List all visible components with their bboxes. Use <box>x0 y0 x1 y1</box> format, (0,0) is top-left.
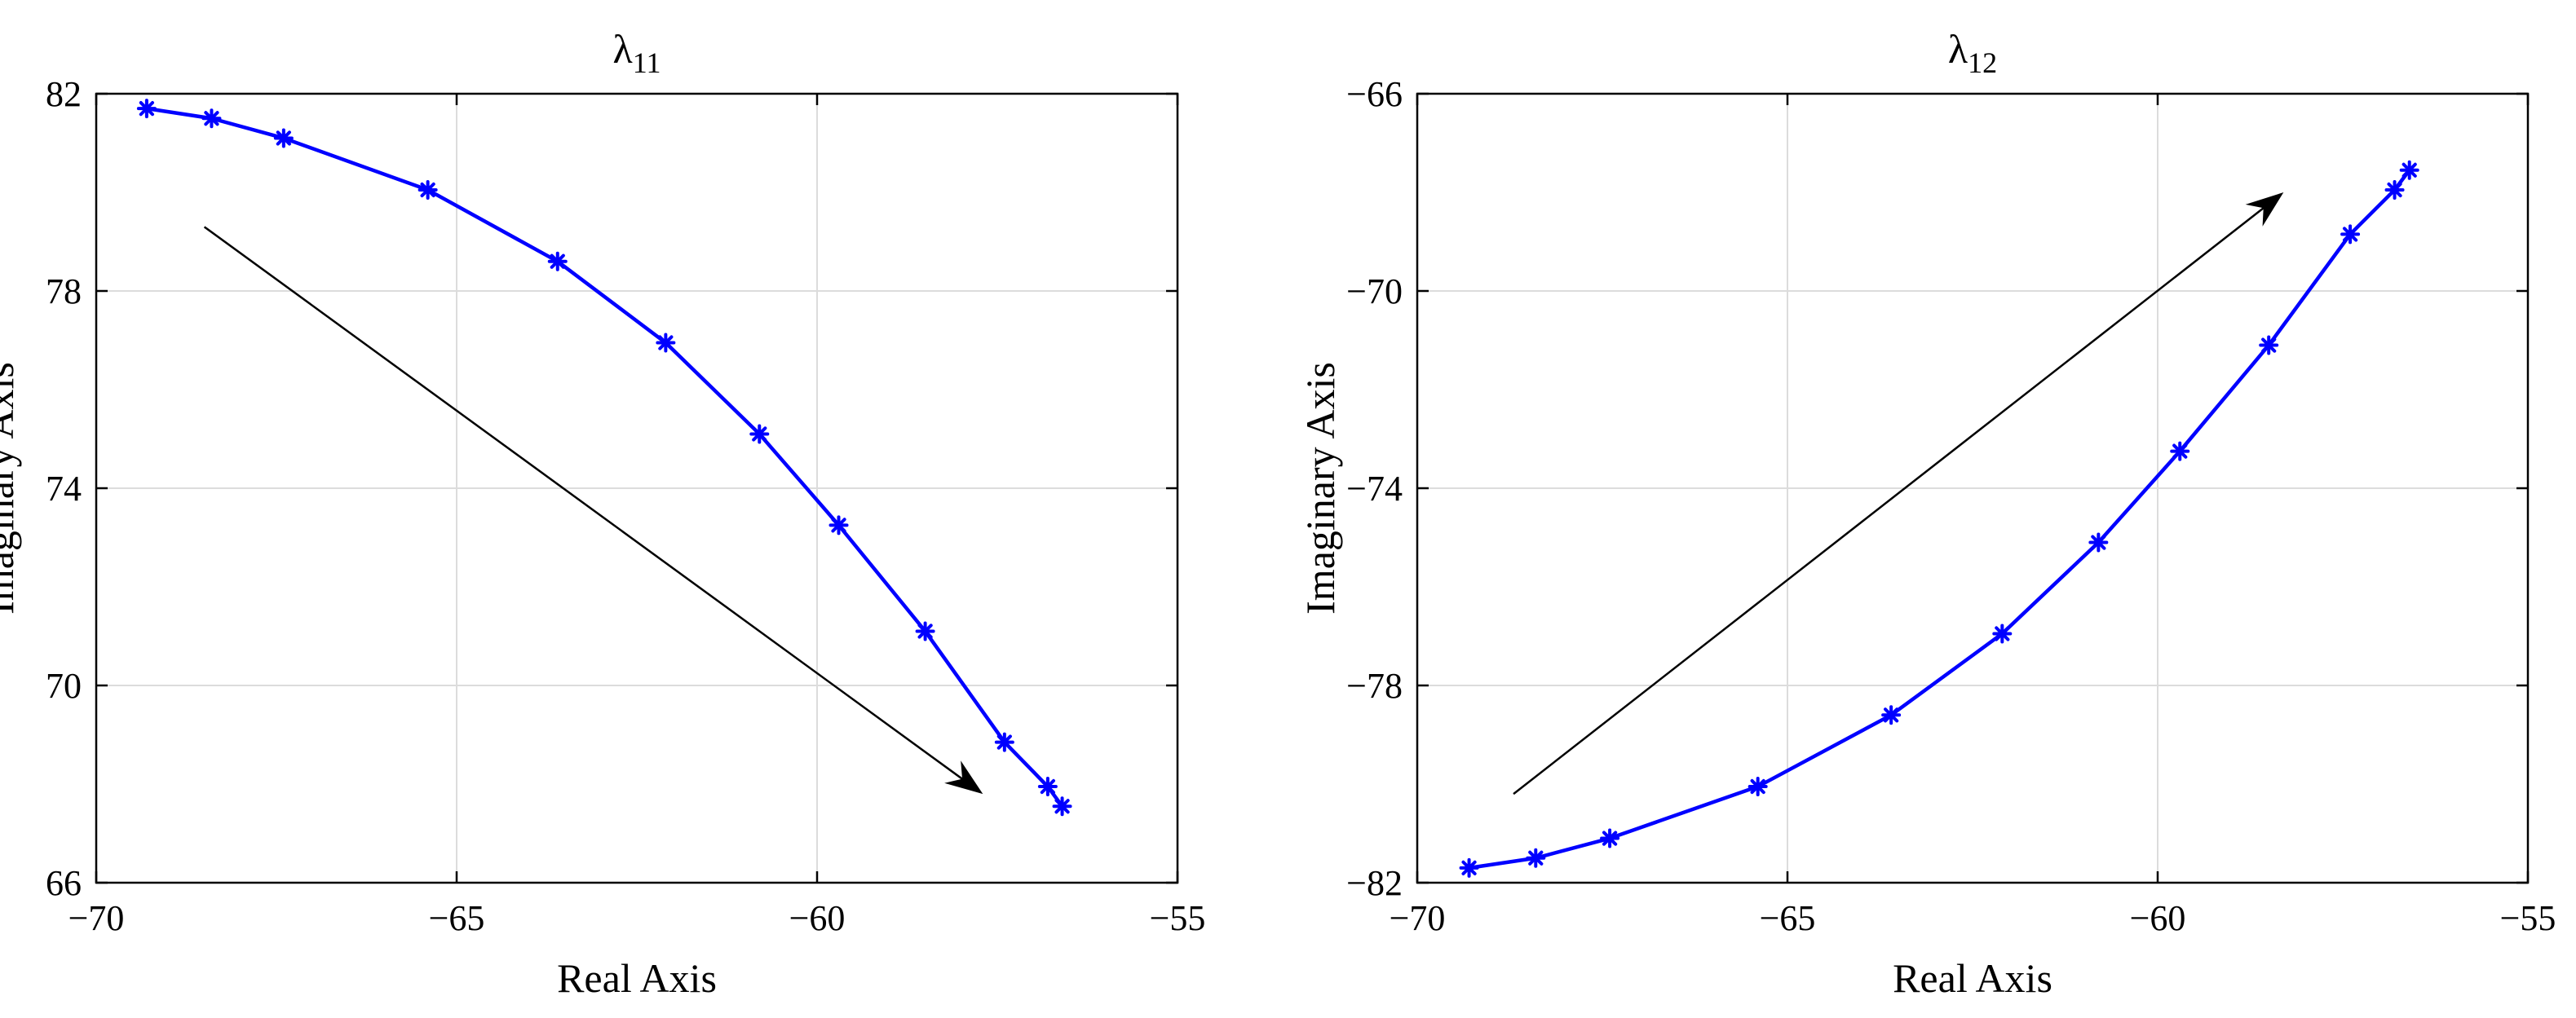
data-point-stroke <box>658 335 674 350</box>
data-point <box>749 424 770 444</box>
data-point <box>273 128 294 148</box>
data-point-stroke <box>2091 535 2106 550</box>
data-point <box>2399 160 2419 180</box>
y-tick-label: −70 <box>1346 271 1403 311</box>
x-tick-label: −65 <box>1760 898 1816 938</box>
data-point <box>1037 777 1058 797</box>
data-point <box>418 179 438 200</box>
x-tick-label: −70 <box>68 898 125 938</box>
x-tick-label: −70 <box>1390 898 1446 938</box>
data-point <box>828 515 849 535</box>
data-point <box>1052 796 1072 817</box>
data-point-stroke <box>2387 182 2402 198</box>
chart-panel-2: −70 −65 −60 −55 −82 −78 −74 −70 −66 Real Axis Imag… <box>1297 26 2556 1001</box>
chart-title: λ11 <box>613 26 661 79</box>
data-point-stroke <box>204 111 219 126</box>
data-point-stroke <box>752 426 767 442</box>
y-tick-label: 66 <box>46 863 82 903</box>
data-point <box>2340 224 2361 245</box>
y-axis-label: Imaginary Axis <box>1297 362 1343 615</box>
data-point <box>1748 777 1768 797</box>
data-point <box>2259 335 2279 355</box>
data-point-stroke <box>2261 337 2277 353</box>
data-point-stroke <box>420 182 435 198</box>
y-tick-label: 78 <box>46 271 82 311</box>
data-point-stroke <box>917 624 933 639</box>
y-axis-label: Imaginary Axis <box>0 362 22 615</box>
data-point-stroke <box>996 734 1012 750</box>
data-point-stroke <box>1040 778 1055 795</box>
data-point-stroke <box>831 518 846 533</box>
data-point-stroke <box>2172 443 2188 459</box>
annotation-arrow-line <box>203 226 963 780</box>
x-tick-label: −60 <box>2130 898 2186 938</box>
x-tick-label: −55 <box>1150 898 1206 938</box>
y-tick-label: −66 <box>1346 74 1403 114</box>
title-subscript: 12 <box>1968 46 1997 79</box>
title-subscript: 11 <box>633 46 661 79</box>
data-point-stroke <box>1528 850 1544 866</box>
data-point-stroke <box>276 130 291 146</box>
series-line <box>1469 169 2411 870</box>
data-point-stroke <box>1054 799 1070 814</box>
data-point-stroke <box>2401 162 2417 178</box>
x-axis-label: Real Axis <box>1893 955 2052 1001</box>
annotation-arrow-head <box>2245 192 2284 227</box>
y-tick-label: 74 <box>46 469 82 509</box>
y-tick-label: −78 <box>1346 666 1403 706</box>
data-point <box>994 732 1014 752</box>
data-point <box>2384 179 2405 200</box>
data-point <box>2170 441 2190 461</box>
data-point <box>136 99 157 119</box>
y-tick-label: −82 <box>1346 863 1403 903</box>
x-tick-label: −65 <box>429 898 485 938</box>
data-point-stroke <box>1995 626 2010 641</box>
y-tick-label: −74 <box>1346 469 1403 509</box>
data-point <box>1881 705 1902 725</box>
data-point <box>1459 857 1479 878</box>
chart-panel-1: −70 −65 −60 −55 66 70 74 78 82 Real Axis Imaginary… <box>0 26 1205 1001</box>
title-symbol: λ <box>1948 26 1968 72</box>
data-point <box>915 621 935 641</box>
annotation-arrow-head <box>944 760 983 795</box>
data-point-stroke <box>1602 831 1618 846</box>
data-point <box>1526 848 1546 868</box>
data-point <box>656 333 676 353</box>
data-point-stroke <box>550 253 565 269</box>
y-tick-label: 82 <box>46 74 82 114</box>
x-axis-label: Real Axis <box>557 955 717 1001</box>
data-point <box>201 108 222 129</box>
x-tick-label: −60 <box>789 898 846 938</box>
data-point <box>1992 624 2013 644</box>
data-point-stroke <box>139 101 154 117</box>
data-point-stroke <box>2342 227 2358 242</box>
series-line <box>146 106 1064 808</box>
title-symbol: λ <box>613 26 633 72</box>
data-point <box>1600 828 1620 848</box>
data-point-stroke <box>1750 778 1765 795</box>
data-point-stroke <box>1884 707 1899 723</box>
x-tick-label: −55 <box>2500 898 2556 938</box>
data-point-stroke <box>1461 860 1477 875</box>
data-point <box>2088 532 2109 553</box>
data-point <box>547 251 568 271</box>
y-tick-label: 70 <box>46 666 82 706</box>
annotation-arrow-line <box>1513 207 2264 795</box>
chart-title: λ12 <box>1948 26 1997 79</box>
